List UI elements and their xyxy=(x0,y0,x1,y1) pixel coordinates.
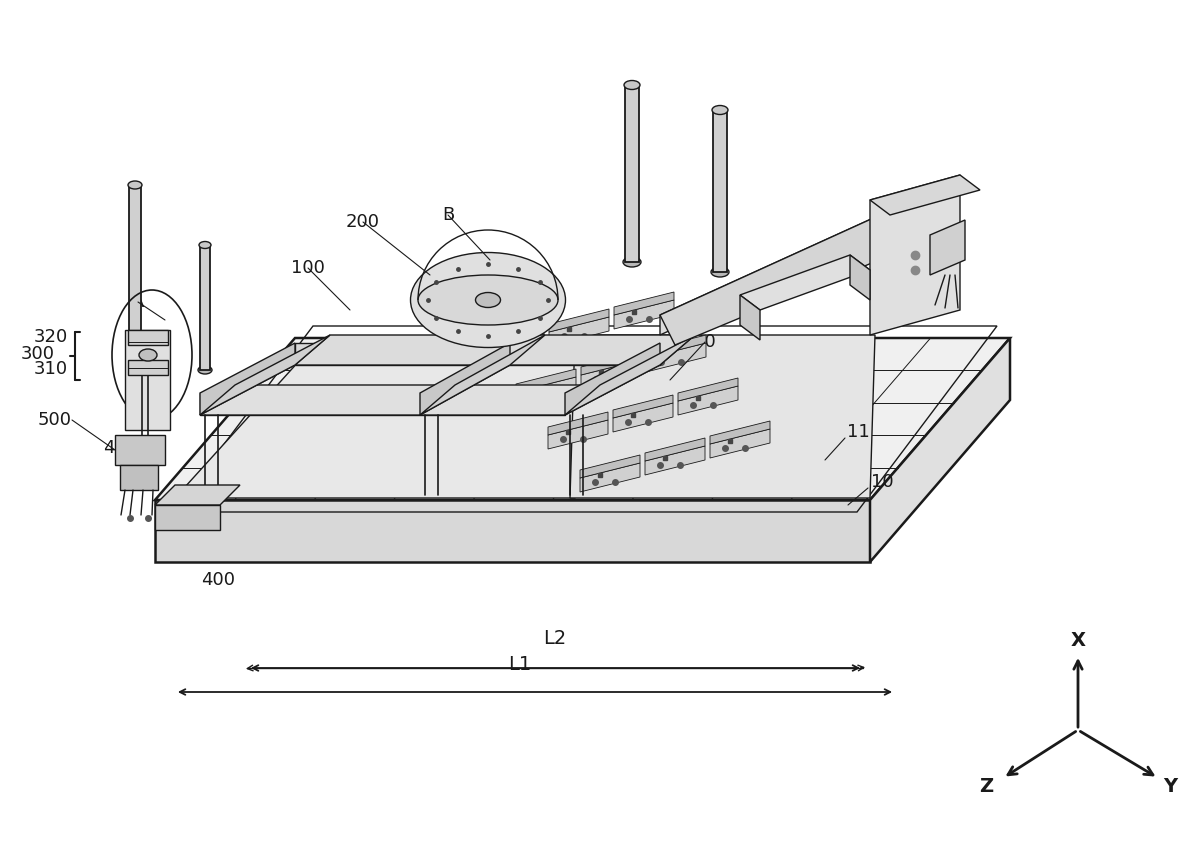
Polygon shape xyxy=(420,335,545,415)
Polygon shape xyxy=(580,463,640,492)
Polygon shape xyxy=(870,175,960,335)
Polygon shape xyxy=(613,395,673,418)
Text: 10: 10 xyxy=(871,473,894,491)
Polygon shape xyxy=(740,255,870,310)
Polygon shape xyxy=(613,403,673,432)
Text: 11: 11 xyxy=(847,423,870,441)
Polygon shape xyxy=(129,185,141,345)
Text: A: A xyxy=(132,293,144,311)
Polygon shape xyxy=(549,317,609,346)
Polygon shape xyxy=(660,215,915,345)
Polygon shape xyxy=(295,343,660,365)
Polygon shape xyxy=(175,360,700,498)
Polygon shape xyxy=(125,330,170,430)
Ellipse shape xyxy=(411,252,565,347)
Polygon shape xyxy=(155,505,220,530)
Polygon shape xyxy=(710,421,770,444)
Text: 400: 400 xyxy=(201,571,235,589)
Polygon shape xyxy=(295,335,695,365)
Polygon shape xyxy=(115,435,165,465)
Polygon shape xyxy=(570,335,875,498)
Polygon shape xyxy=(516,377,576,406)
Polygon shape xyxy=(615,300,674,329)
Polygon shape xyxy=(646,335,706,358)
Polygon shape xyxy=(930,220,966,275)
Text: B: B xyxy=(442,206,454,224)
Polygon shape xyxy=(200,343,295,415)
Polygon shape xyxy=(870,175,980,215)
Polygon shape xyxy=(851,255,870,300)
Polygon shape xyxy=(870,338,1010,562)
Text: 100: 100 xyxy=(291,259,325,277)
Text: L2: L2 xyxy=(544,628,567,647)
Polygon shape xyxy=(660,215,881,335)
Ellipse shape xyxy=(418,275,558,325)
Ellipse shape xyxy=(476,292,501,308)
Polygon shape xyxy=(549,309,609,332)
Polygon shape xyxy=(128,360,168,375)
Polygon shape xyxy=(645,446,704,475)
Polygon shape xyxy=(200,393,565,415)
Polygon shape xyxy=(581,352,641,375)
Polygon shape xyxy=(155,500,870,562)
Text: 310: 310 xyxy=(34,360,68,378)
Ellipse shape xyxy=(139,349,157,361)
Polygon shape xyxy=(565,343,660,415)
Polygon shape xyxy=(565,335,695,415)
Polygon shape xyxy=(710,429,770,458)
Polygon shape xyxy=(128,330,168,345)
Polygon shape xyxy=(516,369,576,392)
Text: 400: 400 xyxy=(103,439,137,457)
Polygon shape xyxy=(155,338,1010,500)
Polygon shape xyxy=(120,465,158,490)
Ellipse shape xyxy=(128,181,143,189)
Polygon shape xyxy=(678,386,738,415)
Text: Y: Y xyxy=(1163,776,1178,795)
Polygon shape xyxy=(625,85,639,262)
Polygon shape xyxy=(547,420,609,449)
Polygon shape xyxy=(615,292,674,315)
Polygon shape xyxy=(200,245,210,370)
Ellipse shape xyxy=(198,366,212,374)
Polygon shape xyxy=(484,326,544,349)
Polygon shape xyxy=(740,295,760,340)
Text: 320: 320 xyxy=(34,328,68,346)
Ellipse shape xyxy=(624,80,640,90)
Polygon shape xyxy=(645,438,704,461)
Text: X: X xyxy=(1071,630,1085,650)
Text: 300: 300 xyxy=(22,345,55,363)
Polygon shape xyxy=(580,455,640,478)
Polygon shape xyxy=(484,334,544,363)
Text: Z: Z xyxy=(979,776,993,795)
Text: 500: 500 xyxy=(38,411,72,429)
Polygon shape xyxy=(200,335,329,415)
Polygon shape xyxy=(678,378,738,401)
Text: 20: 20 xyxy=(694,333,716,351)
Polygon shape xyxy=(547,412,609,435)
Text: 200: 200 xyxy=(346,213,380,231)
Polygon shape xyxy=(155,485,240,505)
Polygon shape xyxy=(420,343,510,415)
Polygon shape xyxy=(581,360,641,389)
Ellipse shape xyxy=(127,340,143,350)
Polygon shape xyxy=(646,343,706,372)
Ellipse shape xyxy=(710,267,730,277)
Ellipse shape xyxy=(199,241,211,249)
Ellipse shape xyxy=(623,257,641,267)
Polygon shape xyxy=(713,110,727,272)
Text: L1: L1 xyxy=(508,656,532,675)
Polygon shape xyxy=(200,385,600,415)
Ellipse shape xyxy=(712,105,728,115)
